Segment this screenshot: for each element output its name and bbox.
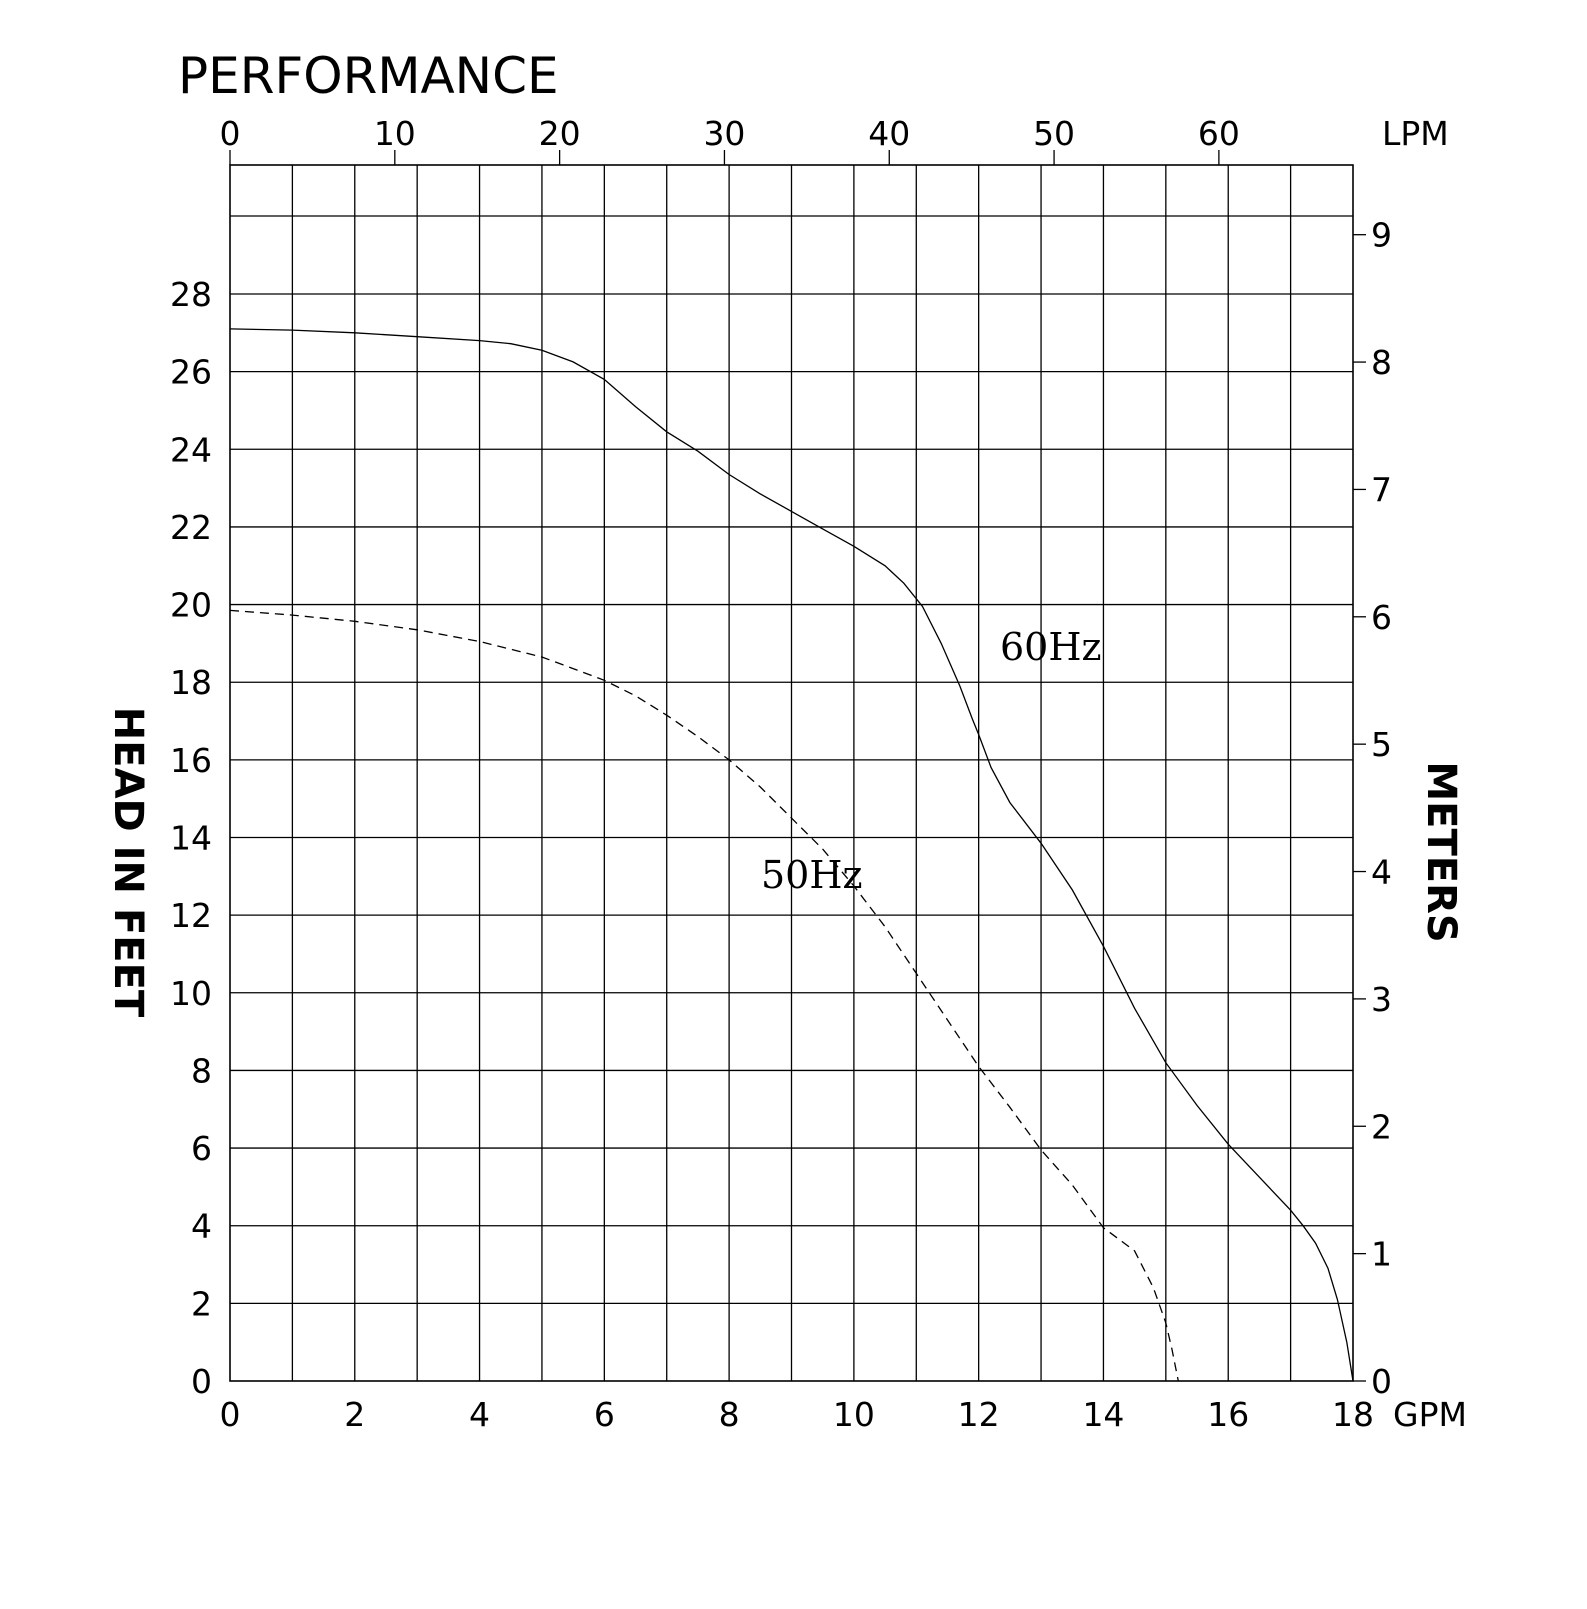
series-label-60hz: 60Hz (1000, 625, 1102, 669)
x-tick-label: 14 (1082, 1395, 1124, 1434)
chart-title: PERFORMANCE (178, 47, 559, 105)
y-tick-label: 8 (191, 1051, 212, 1090)
x-tick-label: 2 (344, 1395, 365, 1434)
x2-axis-label: LPM (1382, 114, 1449, 153)
series-line-50hz (229, 609, 1179, 1382)
y2-tick-label: 6 (1371, 598, 1392, 637)
y2-tick-label: 2 (1371, 1107, 1392, 1146)
x2-tick-label: 20 (539, 114, 581, 153)
x-tick-label: 8 (719, 1395, 740, 1434)
x2-tick-label: 50 (1033, 114, 1075, 153)
y-tick-label: 10 (170, 974, 212, 1013)
y2-tick-label: 9 (1371, 216, 1392, 255)
y2-tick-label: 1 (1371, 1235, 1392, 1274)
y-tick-label: 2 (191, 1284, 212, 1323)
grid (230, 165, 1353, 1381)
y2-tick-label: 4 (1371, 853, 1392, 892)
y-tick-label: 28 (170, 275, 212, 314)
x-axis-label: GPM (1393, 1395, 1467, 1434)
series (229, 328, 1354, 1382)
x-tick-label: 10 (833, 1395, 875, 1434)
plot-frame (229, 164, 1354, 1382)
y-tick-label: 26 (170, 353, 212, 392)
x-tick-label: 12 (958, 1395, 1000, 1434)
y-tick-label: 6 (191, 1129, 212, 1168)
y-tick-label: 24 (170, 430, 212, 469)
y-tick-label: 18 (170, 663, 212, 702)
y-tick-label: 12 (170, 896, 212, 935)
y2-tick-label: 8 (1371, 343, 1392, 382)
y-tick-label: 0 (191, 1362, 212, 1401)
x2-tick-label: 0 (220, 114, 241, 153)
y-tick-label: 22 (170, 508, 212, 547)
y-axis-title: HEAD IN FEET (105, 707, 151, 1018)
x2-tick-label: 40 (868, 114, 910, 153)
series-label-50hz: 50Hz (761, 853, 863, 897)
x2-tick-label: 10 (374, 114, 416, 153)
x-tick-label: 0 (220, 1395, 241, 1434)
x-tick-label: 16 (1207, 1395, 1249, 1434)
y-tick-label: 14 (170, 819, 212, 858)
tick-labels: 0 2 4 6 8 10 12 14 16 180 10 20 30 40 50 60024681012141… (170, 114, 1392, 1434)
y2-tick-label: 3 (1371, 980, 1392, 1019)
y2-tick-label: 5 (1371, 725, 1392, 764)
y2-tick-label: 0 (1371, 1362, 1392, 1401)
y2-tick-label: 7 (1371, 470, 1392, 509)
y-tick-label: 4 (191, 1207, 212, 1246)
x2-tick-label: 60 (1198, 114, 1240, 153)
x-tick-label: 18 (1332, 1395, 1374, 1434)
y-tick-label: 20 (170, 586, 212, 625)
series-line-60hz (229, 328, 1354, 1382)
y-tick-label: 16 (170, 741, 212, 780)
x2-tick-label: 30 (703, 114, 745, 153)
y2-axis-title: METERS (1418, 761, 1464, 942)
x-tick-label: 4 (469, 1395, 490, 1434)
x-tick-label: 6 (594, 1395, 615, 1434)
